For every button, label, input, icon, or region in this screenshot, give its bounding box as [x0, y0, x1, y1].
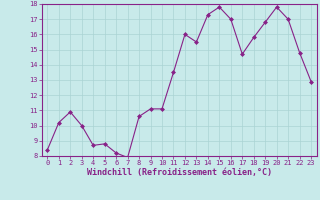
X-axis label: Windchill (Refroidissement éolien,°C): Windchill (Refroidissement éolien,°C) — [87, 168, 272, 177]
